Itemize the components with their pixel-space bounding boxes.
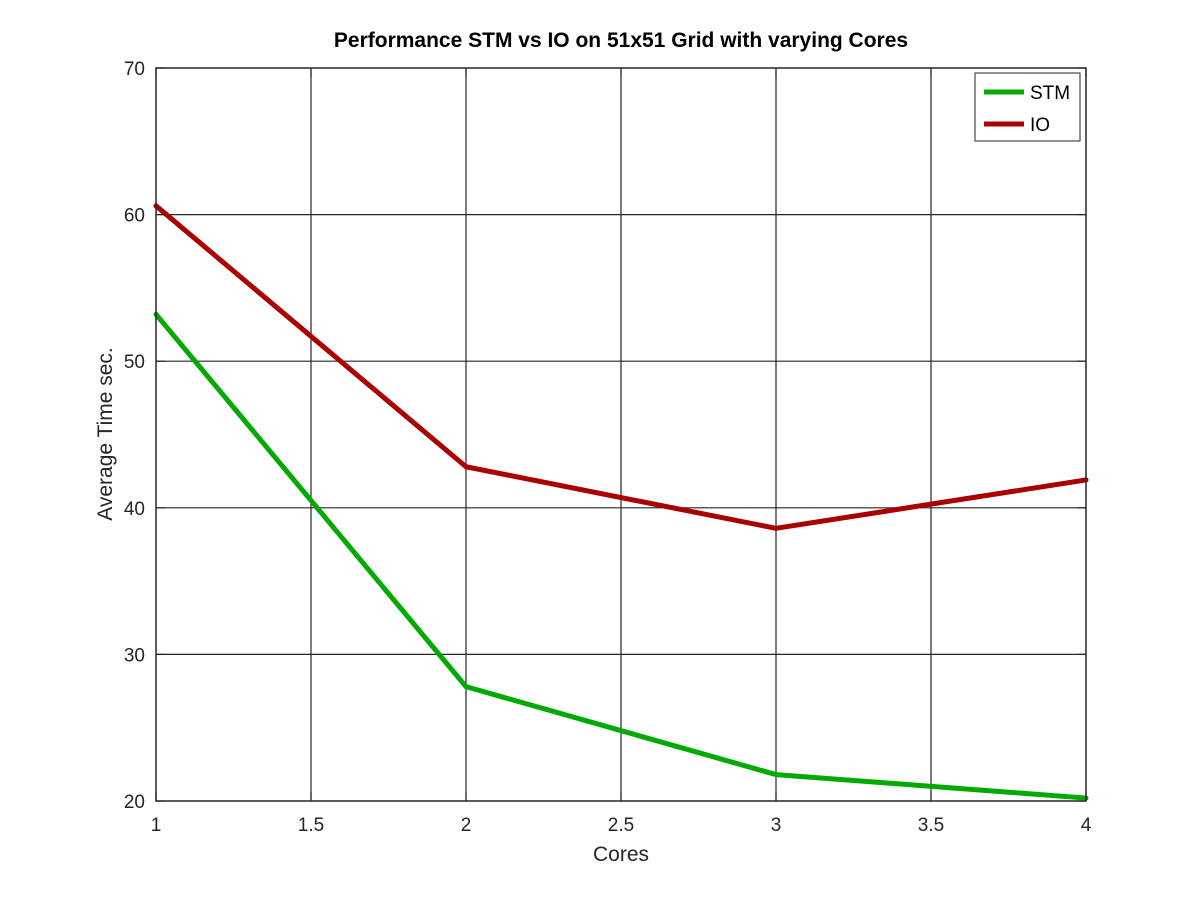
legend-box bbox=[974, 72, 1081, 142]
x-tick-label-6: 4 bbox=[1081, 815, 1092, 836]
x-axis-label: Cores bbox=[593, 843, 649, 866]
data-point-stm-1 bbox=[463, 684, 469, 690]
series-line-stm bbox=[154, 312, 1087, 801]
x-tick-label-4: 3 bbox=[771, 815, 782, 836]
x-tick-label-0: 1 bbox=[151, 815, 162, 836]
y-tick-label-1: 30 bbox=[124, 645, 145, 666]
data-point-io-1 bbox=[463, 464, 469, 470]
y-tick-label-5: 70 bbox=[124, 59, 145, 80]
legend: STM IO bbox=[974, 72, 1081, 142]
legend-label-stm: STM bbox=[1030, 83, 1070, 104]
data-point-io-2 bbox=[773, 525, 779, 531]
legend-label-io: IO bbox=[1030, 115, 1050, 136]
x-tick-label-3: 2.5 bbox=[608, 815, 634, 836]
x-tick-label-5: 3.5 bbox=[918, 815, 944, 836]
series-lines bbox=[153, 203, 1089, 801]
series-line-io bbox=[154, 203, 1087, 531]
axis-ticks: 1 1.5 2 2.5 3 3.5 4 20 30 40 50 60 70 bbox=[124, 59, 1092, 836]
y-tick-label-2: 40 bbox=[124, 499, 145, 520]
grid-lines bbox=[156, 68, 1086, 801]
y-tick-label-3: 50 bbox=[124, 352, 145, 373]
chart-title: Performance STM vs IO on 51x51 Grid with… bbox=[334, 29, 908, 52]
x-tick-label-2: 2 bbox=[461, 815, 472, 836]
y-tick-label-4: 60 bbox=[124, 206, 145, 227]
y-axis-label: Average Time sec. bbox=[94, 347, 117, 521]
y-tick-label-0: 20 bbox=[124, 792, 145, 813]
x-tick-label-1: 1.5 bbox=[298, 815, 324, 836]
data-point-stm-2 bbox=[773, 772, 779, 778]
